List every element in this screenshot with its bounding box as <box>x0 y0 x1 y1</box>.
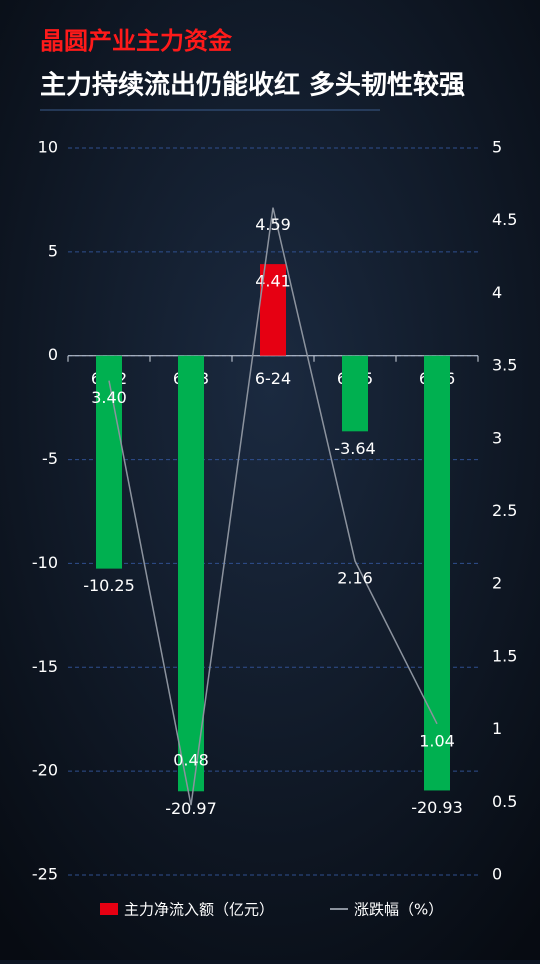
y-tick-label: -5 <box>42 449 58 468</box>
y2-tick-label: 4.5 <box>492 210 517 229</box>
y-tick-label: 0 <box>48 345 58 364</box>
bar-value-label: -20.93 <box>411 798 463 817</box>
bar <box>424 355 450 791</box>
line <box>108 207 438 806</box>
line-value-label: 2.16 <box>337 568 373 587</box>
line-value-label: 3.40 <box>91 388 127 407</box>
legend-label: 涨跌幅（%） <box>354 901 443 919</box>
y2-tick-label: 3 <box>492 428 502 447</box>
bar-value-label: 4.41 <box>255 272 291 291</box>
x-tick-label: 6-24 <box>255 369 291 388</box>
bar-value-label: -3.64 <box>334 439 375 458</box>
bar <box>260 264 286 356</box>
y-tick-label: -15 <box>32 657 58 676</box>
legend-label: 主力净流入额（亿元） <box>124 901 274 919</box>
bar-value-label: -10.25 <box>83 576 135 595</box>
y2-tick-label: 3.5 <box>492 356 517 375</box>
chart-subtitle: 主力持续流出仍能收红 多头韧性较强 <box>40 70 465 101</box>
y2-tick-label: 1.5 <box>492 646 517 665</box>
bar <box>178 355 204 792</box>
line-value-label: 1.04 <box>419 731 455 750</box>
line-value-label: 0.48 <box>173 751 209 770</box>
y-tick-label: -10 <box>32 553 58 572</box>
y2-tick-label: 5 <box>492 138 502 157</box>
bar <box>96 355 122 569</box>
y-tick-label: 5 <box>48 241 58 260</box>
chart-title: 晶圆产业主力资金 <box>40 27 233 55</box>
y2-tick-label: 2 <box>492 574 502 593</box>
y2-tick-label: 0 <box>492 865 502 884</box>
y2-tick-label: 1 <box>492 719 502 738</box>
legend-swatch <box>100 903 118 915</box>
bar <box>342 355 368 432</box>
y2-tick-label: 0.5 <box>492 792 517 811</box>
bar-value-label: -20.97 <box>165 799 217 818</box>
y-tick-label: -25 <box>32 865 58 884</box>
line-value-label: 4.59 <box>255 215 291 234</box>
y-tick-label: 10 <box>38 138 58 157</box>
y-tick-label: -20 <box>32 761 58 780</box>
y2-tick-label: 4 <box>492 283 502 302</box>
y2-tick-label: 2.5 <box>492 501 517 520</box>
